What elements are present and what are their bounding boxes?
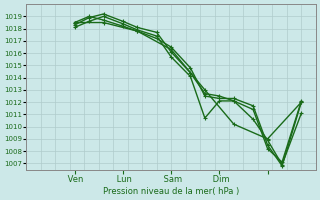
- X-axis label: Pression niveau de la mer( hPa ): Pression niveau de la mer( hPa ): [103, 187, 239, 196]
